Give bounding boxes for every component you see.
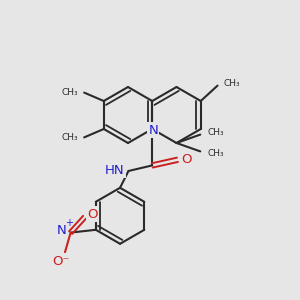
Text: CH₃: CH₃: [207, 128, 224, 137]
Text: O: O: [181, 153, 192, 166]
Text: O: O: [87, 208, 98, 221]
Text: HN: HN: [105, 164, 124, 176]
Text: CH₃: CH₃: [61, 88, 78, 97]
Text: +: +: [64, 218, 73, 228]
Text: N: N: [57, 224, 67, 237]
Text: CH₃: CH₃: [224, 79, 240, 88]
Text: CH₃: CH₃: [61, 133, 78, 142]
Text: N: N: [148, 124, 158, 136]
Text: CH₃: CH₃: [207, 149, 224, 158]
Text: O⁻: O⁻: [52, 255, 70, 268]
